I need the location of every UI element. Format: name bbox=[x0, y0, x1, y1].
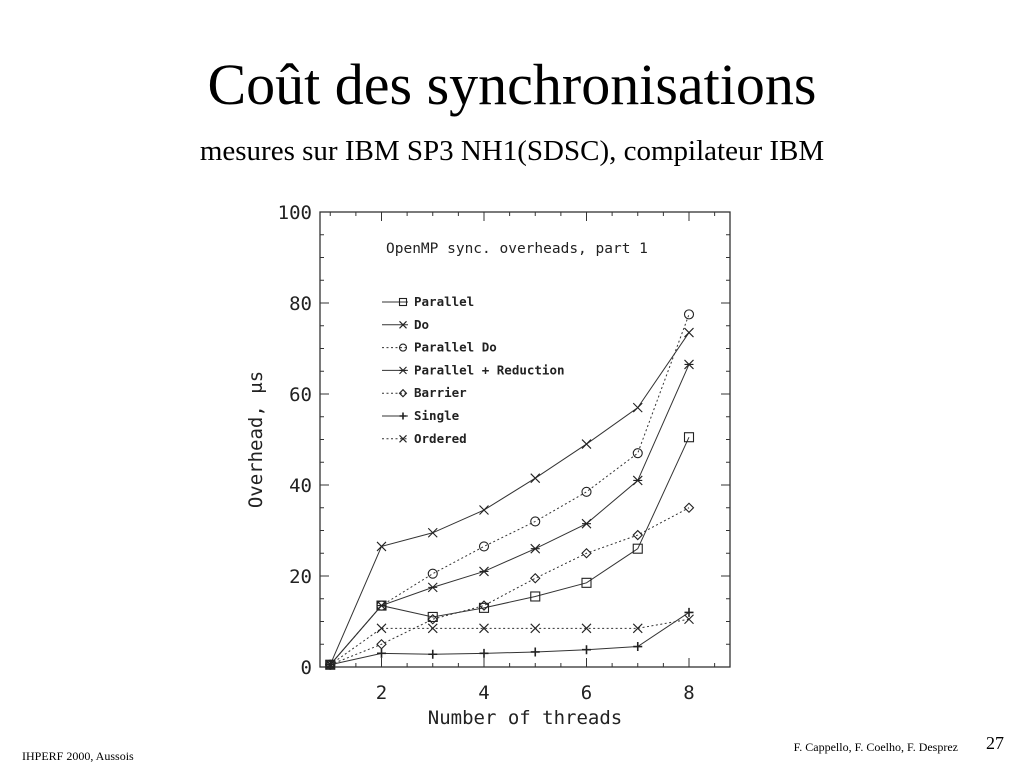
asterisk-marker bbox=[581, 518, 592, 529]
diamond-marker bbox=[478, 600, 490, 611]
x-marker bbox=[399, 320, 407, 329]
y-tick-label: 40 bbox=[289, 475, 312, 497]
y-tick-label: 60 bbox=[289, 384, 312, 406]
series-line bbox=[329, 618, 690, 666]
slide-subtitle: mesures sur IBM SP3 NH1(SDSC), compilate… bbox=[199, 135, 825, 167]
plus-marker bbox=[530, 647, 540, 657]
square-marker bbox=[581, 577, 592, 588]
y-axis-label: Overhead, μs bbox=[245, 371, 267, 508]
slide-title: Coût des synchronisations bbox=[207, 52, 817, 117]
diamond-marker bbox=[398, 388, 408, 398]
legend-label: Parallel bbox=[414, 294, 474, 309]
series-line bbox=[329, 364, 690, 666]
series-line bbox=[329, 332, 690, 665]
y-tick-label: 0 bbox=[301, 657, 312, 679]
plus-marker bbox=[633, 642, 643, 652]
x-marker bbox=[399, 434, 407, 443]
circle-marker bbox=[530, 516, 541, 527]
diamond-marker bbox=[581, 547, 592, 559]
footer-conference: IHPERF 2000, Aussois bbox=[22, 749, 134, 763]
square-marker bbox=[683, 432, 695, 443]
asterisk-marker bbox=[399, 366, 407, 375]
square-marker bbox=[530, 591, 541, 602]
footer-authors: F. Cappello, F. Coelho, F. Desprez bbox=[793, 740, 958, 754]
x-marker bbox=[684, 614, 694, 625]
series-line bbox=[330, 611, 690, 666]
x-marker bbox=[479, 505, 489, 515]
diamond-marker bbox=[427, 613, 439, 625]
legend: Parallel Do Parallel Do Parallel + Reductio… bbox=[382, 294, 565, 446]
y-tick-label: 20 bbox=[289, 566, 312, 588]
plus-marker bbox=[684, 607, 694, 617]
x-tick-label: 8 bbox=[683, 682, 694, 704]
series-0 bbox=[325, 432, 695, 670]
x-marker bbox=[581, 623, 592, 634]
circle-marker bbox=[632, 448, 643, 459]
asterisk-marker bbox=[427, 582, 438, 593]
x-marker bbox=[479, 623, 489, 634]
x-marker bbox=[427, 527, 438, 538]
x-marker bbox=[530, 473, 541, 484]
series-line bbox=[329, 437, 690, 666]
x-tick-label: 6 bbox=[581, 682, 592, 704]
asterisk-marker bbox=[376, 600, 387, 611]
x-marker bbox=[376, 623, 387, 634]
circle-marker bbox=[581, 486, 592, 497]
asterisk-marker bbox=[479, 566, 489, 577]
y-tick-label: 100 bbox=[278, 202, 312, 224]
square-marker bbox=[427, 611, 438, 623]
asterisk-marker bbox=[684, 359, 694, 370]
x-marker bbox=[325, 659, 336, 670]
legend-label: Barrier bbox=[414, 385, 467, 400]
legend-label: Single bbox=[414, 408, 460, 423]
circle-marker bbox=[683, 309, 695, 320]
x-axis-label: Number of threads bbox=[428, 707, 622, 729]
series-6 bbox=[325, 614, 694, 670]
x-marker bbox=[632, 623, 643, 634]
x-tick-label: 4 bbox=[478, 682, 489, 704]
legend-label: Ordered bbox=[414, 431, 467, 446]
asterisk-marker bbox=[632, 475, 643, 486]
x-marker bbox=[530, 623, 541, 634]
diamond-marker bbox=[376, 638, 387, 650]
plus-marker bbox=[479, 648, 489, 658]
series-line bbox=[329, 314, 690, 666]
diamond-marker bbox=[683, 502, 695, 514]
page-number: 27 bbox=[986, 733, 1004, 753]
circle-marker bbox=[398, 343, 408, 352]
square-marker bbox=[632, 543, 643, 554]
series-1 bbox=[325, 327, 694, 670]
x-marker bbox=[376, 541, 387, 552]
plus-marker bbox=[428, 649, 438, 659]
x-marker bbox=[581, 439, 592, 449]
diamond-marker bbox=[632, 529, 644, 541]
square-marker bbox=[398, 297, 408, 307]
series-line bbox=[330, 507, 690, 666]
square-marker bbox=[478, 602, 490, 613]
x-marker bbox=[427, 623, 438, 634]
plus-marker bbox=[399, 412, 407, 420]
circle-marker bbox=[427, 568, 438, 579]
chart-title: OpenMP sync. overheads, part 1 bbox=[386, 241, 648, 257]
diamond-marker bbox=[529, 572, 541, 584]
asterisk-marker bbox=[530, 543, 541, 554]
x-marker bbox=[632, 402, 643, 413]
x-tick-label: 2 bbox=[376, 682, 387, 704]
legend-label: Parallel + Reduction bbox=[414, 362, 565, 377]
circle-marker bbox=[478, 541, 490, 552]
series-5 bbox=[325, 607, 694, 670]
x-marker bbox=[684, 327, 694, 338]
legend-label: Do bbox=[414, 317, 429, 332]
plus-marker bbox=[582, 645, 591, 655]
legend-label: Parallel Do bbox=[414, 340, 497, 355]
y-tick-label: 80 bbox=[289, 293, 312, 315]
plus-marker bbox=[377, 648, 386, 658]
